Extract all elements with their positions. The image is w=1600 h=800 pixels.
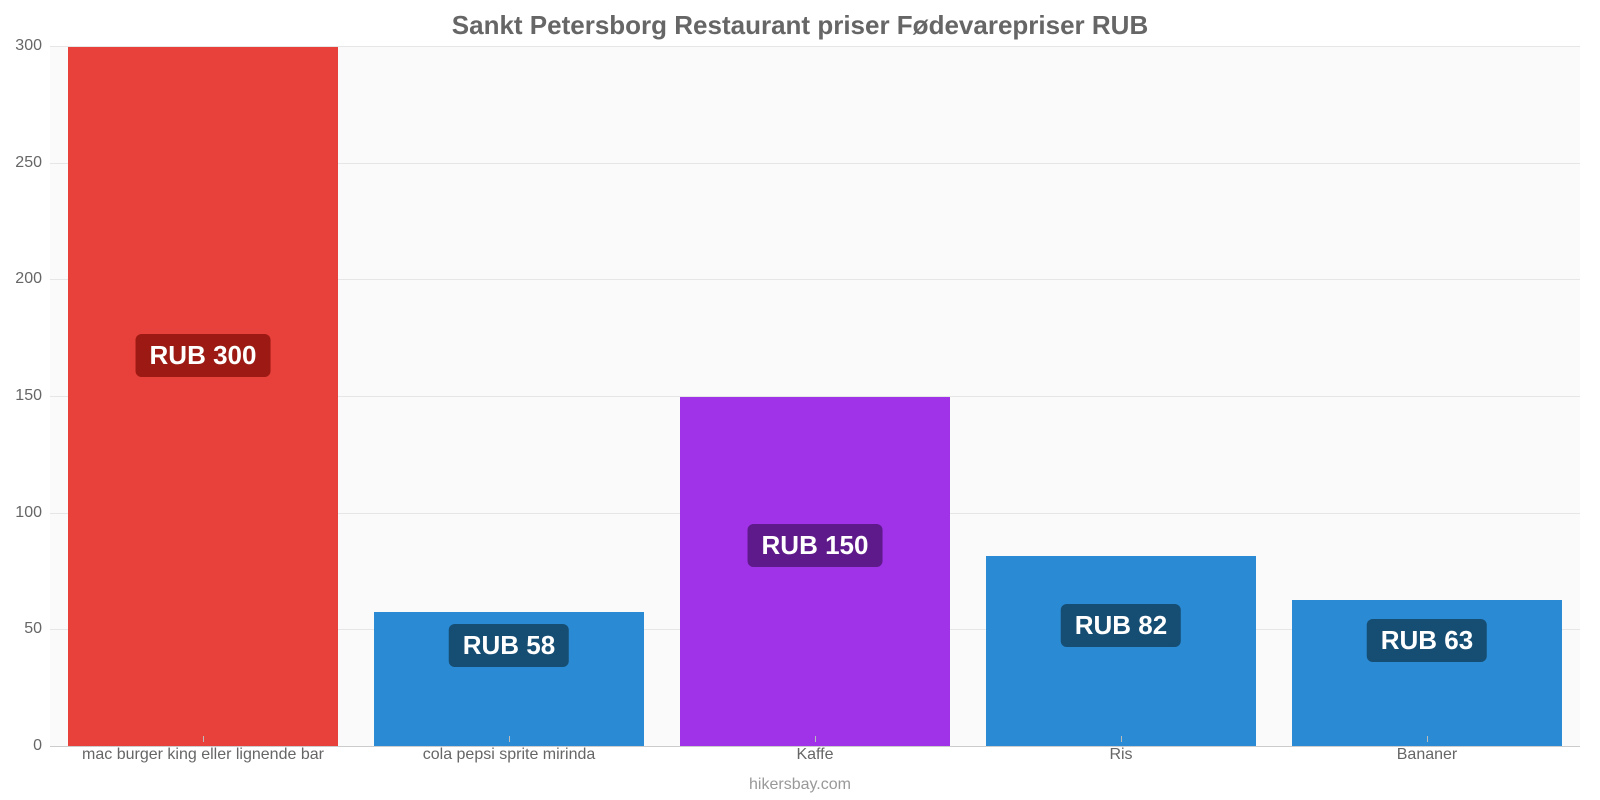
value-badge: RUB 82 — [1061, 604, 1181, 647]
x-tick-label: cola pepsi sprite mirinda — [356, 736, 662, 764]
x-axis: mac burger king eller lignende bar cola … — [50, 736, 1580, 764]
x-tick-label: Ris — [968, 736, 1274, 764]
chart-title: Sankt Petersborg Restaurant priser Fødev… — [0, 0, 1600, 47]
bar-slot: RUB 150 — [662, 47, 968, 747]
bar: RUB 63 — [1292, 600, 1561, 747]
bar: RUB 300 — [68, 47, 337, 747]
chart-container: Sankt Petersborg Restaurant priser Fødev… — [0, 0, 1600, 800]
y-tick-label: 150 — [15, 387, 42, 405]
x-tick-label: Bananer — [1274, 736, 1580, 764]
bar-slot: RUB 58 — [356, 47, 662, 747]
y-tick-label: 300 — [15, 37, 42, 55]
x-tick-label: Kaffe — [662, 736, 968, 764]
value-badge: RUB 150 — [748, 524, 883, 567]
bar-slot: RUB 63 — [1274, 47, 1580, 747]
y-tick-label: 100 — [15, 504, 42, 522]
y-tick-label: 250 — [15, 154, 42, 172]
y-tick-label: 50 — [24, 620, 42, 638]
bars-row: RUB 300 RUB 58 RUB 150 RUB 82 RU — [50, 47, 1580, 747]
value-badge: RUB 58 — [449, 624, 569, 667]
chart-caption: hikersbay.com — [0, 776, 1600, 794]
plot-area: 0 50 100 150 200 250 300 RUB 300 — [50, 47, 1580, 747]
bar: RUB 58 — [374, 612, 643, 747]
bar-slot: RUB 82 — [968, 47, 1274, 747]
bar: RUB 150 — [680, 397, 949, 747]
value-badge: RUB 300 — [136, 334, 271, 377]
y-tick-label: 0 — [33, 737, 42, 755]
bar-slot: RUB 300 — [50, 47, 356, 747]
bar: RUB 82 — [986, 556, 1255, 747]
y-tick-label: 200 — [15, 270, 42, 288]
value-badge: RUB 63 — [1367, 619, 1487, 662]
x-tick-label: mac burger king eller lignende bar — [50, 736, 356, 764]
